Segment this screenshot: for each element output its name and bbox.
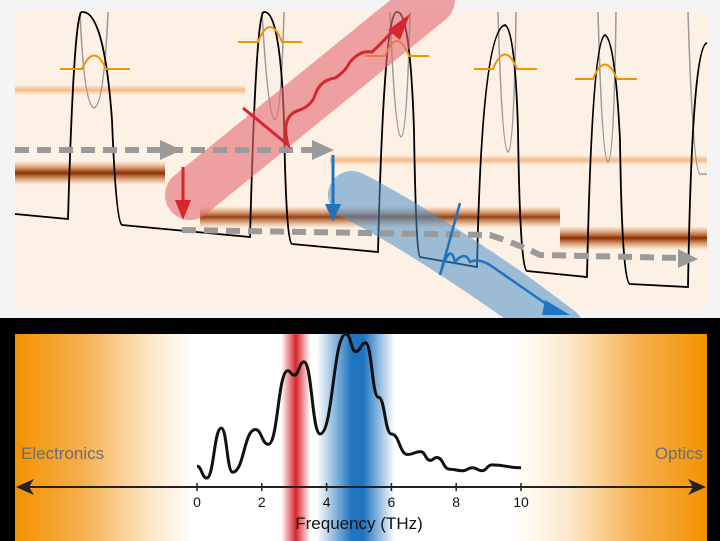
dark-band [15,161,165,185]
blue-arrowhead [542,300,570,315]
wavepacket [60,54,130,70]
tick-label: 8 [452,494,460,510]
gray-dashed-arrow [181,227,681,261]
blue-wavy-arrow [438,202,553,310]
optics-label: Optics [655,444,703,463]
tick-label: 6 [388,494,396,510]
tick-label: 2 [258,494,266,510]
axis-ticks: 0 2 4 6 8 10 [193,483,529,510]
gray-arrowhead [312,140,334,160]
wavepacket [474,53,537,70]
blue-beam [328,171,584,354]
wavepacket [575,63,637,80]
dark-band [560,226,707,250]
gray-arrowhead [678,249,698,268]
electronics-label: Electronics [21,444,104,463]
red-wavy-arrow [242,24,400,150]
spectrum-curve [196,332,522,480]
tick-label: 10 [513,494,529,510]
tick-label: 0 [193,494,201,510]
light-band [15,85,245,95]
red-arrowhead [388,14,410,40]
x-axis-label: Frequency (THz) [295,514,423,533]
right-arrowhead [688,479,706,495]
red-arrowhead [175,200,191,220]
blue-arrowhead [325,204,341,222]
gray-arrowhead [160,140,182,160]
tick-label: 4 [323,494,331,510]
left-arrowhead [16,479,34,495]
red-frequency-band [281,334,311,541]
blue-frequency-band [316,334,395,541]
black-potential-curve [14,11,708,288]
wavepacket [238,26,302,43]
